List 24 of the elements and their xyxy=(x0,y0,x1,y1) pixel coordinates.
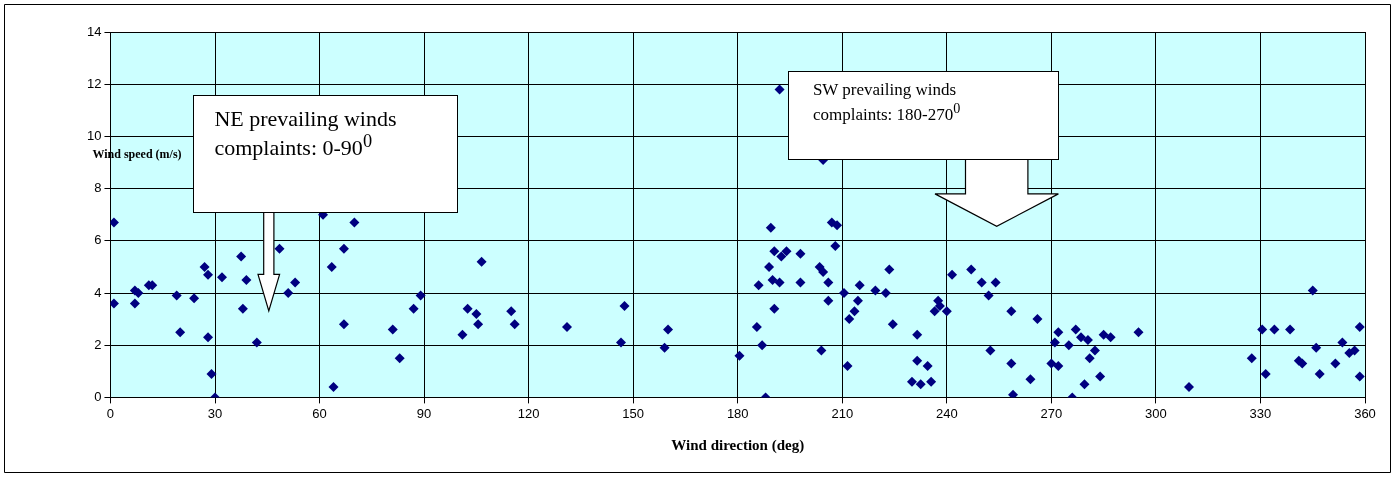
x-tick-label: 180 xyxy=(726,405,749,421)
y-tick-label: 14 xyxy=(86,23,102,39)
y-tick-label: 12 xyxy=(86,75,102,91)
x-tick-label: 0 xyxy=(106,405,115,421)
y-tick-label: 10 xyxy=(86,127,102,143)
y-tick-label: 8 xyxy=(94,180,102,196)
x-tick-label: 120 xyxy=(517,405,540,421)
y-tick-label: 4 xyxy=(94,284,102,300)
y-tick-label: 0 xyxy=(94,388,102,404)
x-tick-label: 240 xyxy=(935,405,958,421)
x-tick-label: 270 xyxy=(1040,405,1063,421)
x-tick-label: 150 xyxy=(622,405,645,421)
x-tick-label: 90 xyxy=(416,405,432,421)
x-tick-label: 360 xyxy=(1354,405,1376,421)
x-tick-label: 210 xyxy=(831,405,854,421)
x-axis-title: Wind direction (deg) xyxy=(671,436,805,454)
x-tick-label: 330 xyxy=(1249,405,1272,421)
x-tick-label: 300 xyxy=(1145,405,1167,421)
x-tick-label: 30 xyxy=(207,405,223,421)
callout: SW prevailing winds complaints: 180-270$^{0}$ xyxy=(787,71,1059,160)
y-tick-label: 6 xyxy=(94,232,102,248)
y-tick-label: 2 xyxy=(94,336,102,352)
x-tick-label: 60 xyxy=(312,405,327,421)
callout: NE prevailing winds complaints: 0-90$^{0}$ xyxy=(193,94,459,214)
